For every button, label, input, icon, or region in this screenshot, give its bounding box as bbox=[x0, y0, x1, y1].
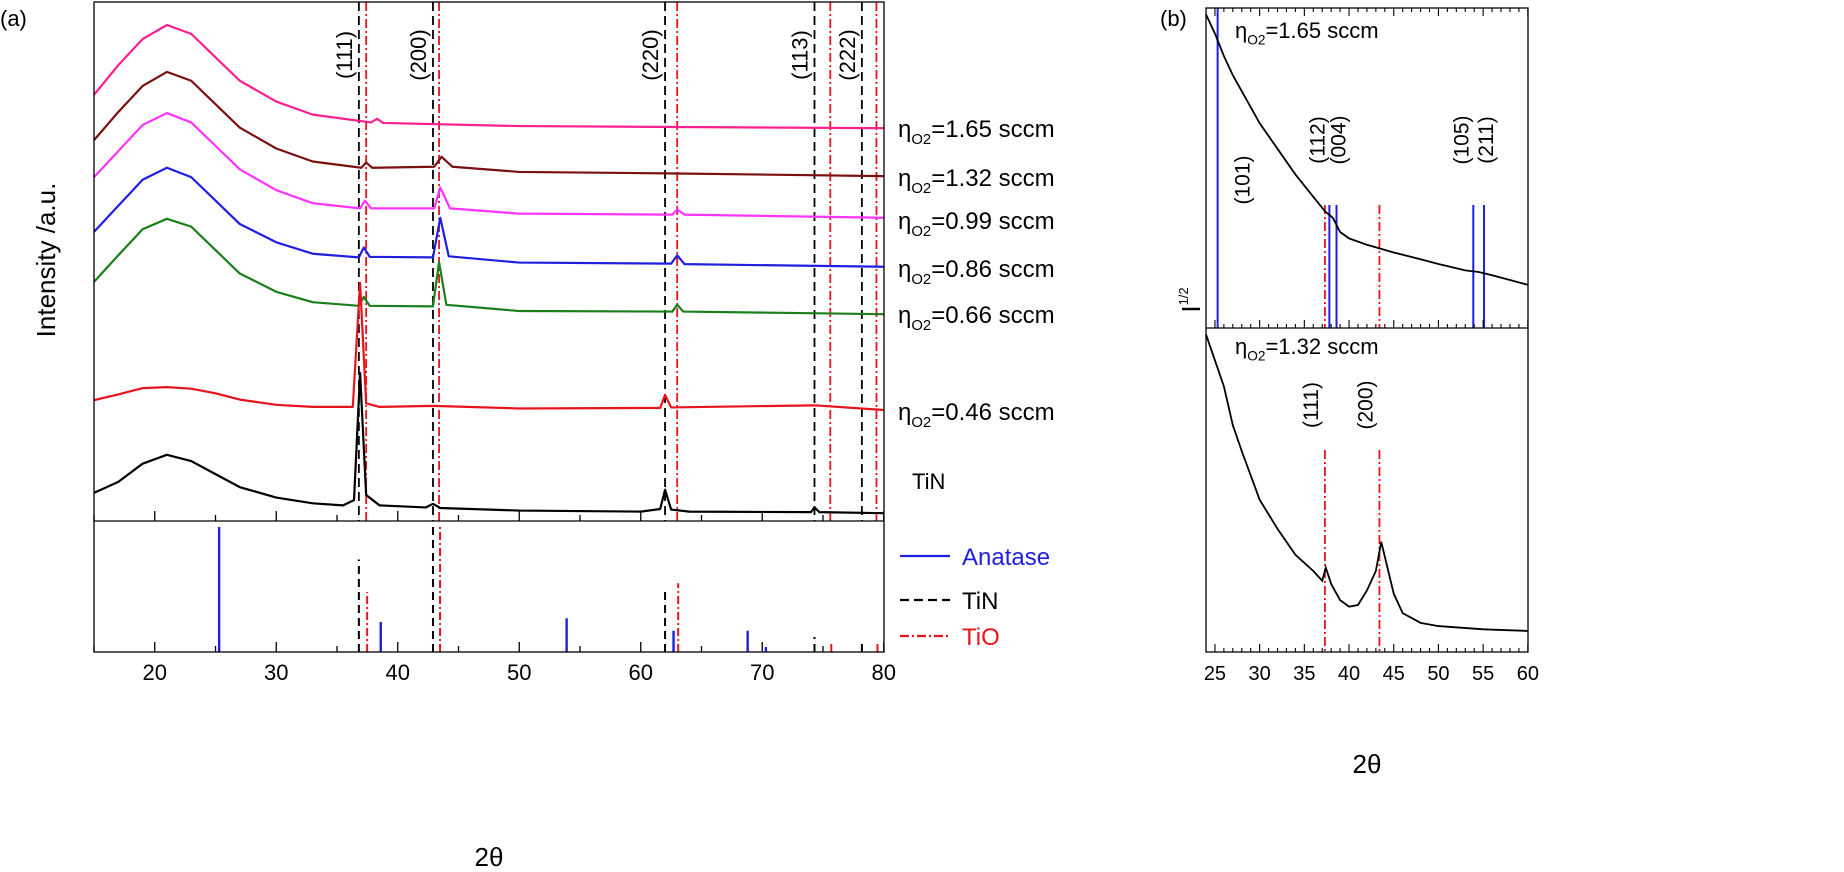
eta-symbol: η bbox=[898, 302, 911, 329]
subscript: O2 bbox=[911, 318, 931, 334]
series-label: ηO2=0.46 sccm bbox=[898, 399, 1055, 431]
panel-a-label: (a) bbox=[0, 6, 27, 31]
x-tick-label: 30 bbox=[264, 660, 288, 685]
panel-label: ηO2=1.32 sccm bbox=[1235, 334, 1379, 364]
eta-symbol: η bbox=[898, 116, 911, 143]
series-line bbox=[93, 111, 884, 219]
peak-label: (222) bbox=[835, 29, 860, 80]
x-axis-label: 2θ bbox=[1353, 749, 1382, 779]
eta-symbol: η bbox=[898, 256, 911, 283]
x-tick-label: 20 bbox=[143, 660, 167, 685]
x-tick-label: 25 bbox=[1204, 663, 1226, 685]
x-tick-label: 50 bbox=[1427, 663, 1449, 685]
x-axis-label: 2θ bbox=[475, 842, 504, 872]
legend-entry: TiO bbox=[962, 624, 1000, 651]
legend-entry: Anatase bbox=[962, 544, 1050, 571]
panel-a-frame bbox=[93, 1, 885, 653]
series-line bbox=[93, 166, 884, 268]
peak-label: (200) bbox=[1354, 380, 1377, 429]
x-tick-label: 35 bbox=[1293, 663, 1315, 685]
label-value: =0.99 sccm bbox=[931, 208, 1054, 235]
x-tick-label: 50 bbox=[507, 660, 531, 685]
label-value: =1.65 sccm bbox=[1265, 18, 1378, 43]
subscript: O2 bbox=[911, 415, 931, 431]
series-line bbox=[93, 23, 884, 130]
panel-b-frame bbox=[1205, 7, 1529, 653]
series-label: ηO2=0.99 sccm bbox=[898, 208, 1055, 240]
series-label: ηO2=0.66 sccm bbox=[898, 302, 1055, 334]
series-line bbox=[93, 281, 884, 412]
subscript: O2 bbox=[911, 181, 931, 197]
peak-label: (113) bbox=[787, 30, 812, 80]
eta-symbol: η bbox=[898, 208, 911, 235]
series-label: ηO2=1.65 sccm bbox=[898, 116, 1055, 148]
peak-label: (200) bbox=[406, 29, 431, 80]
x-tick-label: 40 bbox=[386, 660, 410, 685]
label-value: =0.86 sccm bbox=[931, 256, 1054, 283]
panel-b-label: (b) bbox=[1160, 6, 1187, 31]
peak-label: (111) bbox=[1300, 382, 1323, 428]
subscript: O2 bbox=[1247, 33, 1265, 48]
series-label: ηO2=0.86 sccm bbox=[898, 256, 1055, 288]
series-line bbox=[1205, 14, 1529, 286]
series-line bbox=[93, 371, 884, 515]
series-label: ηO2=1.32 sccm bbox=[898, 165, 1055, 197]
x-tick-label: 60 bbox=[629, 660, 653, 685]
subscript: O2 bbox=[911, 224, 931, 240]
y-axis-label: I1/2 bbox=[1176, 287, 1206, 312]
peak-label: (220) bbox=[638, 29, 663, 80]
series-line bbox=[93, 217, 884, 316]
eta-symbol: η bbox=[1235, 334, 1247, 359]
x-tick-label: 55 bbox=[1472, 663, 1494, 685]
series-label: TiN bbox=[912, 469, 945, 494]
eta-symbol: η bbox=[898, 399, 911, 426]
subscript: O2 bbox=[911, 132, 931, 148]
label-value: =1.32 sccm bbox=[1265, 334, 1378, 359]
subscript: O2 bbox=[911, 272, 931, 288]
panel-label: ηO2=1.65 sccm bbox=[1235, 18, 1379, 48]
x-tick-label: 80 bbox=[872, 660, 896, 685]
x-tick-label: 40 bbox=[1338, 663, 1360, 685]
peak-label: (112) bbox=[1306, 116, 1329, 163]
label-value: =0.66 sccm bbox=[931, 302, 1054, 329]
eta-symbol: η bbox=[898, 165, 911, 192]
series-line bbox=[1205, 334, 1528, 632]
peak-label: (211) bbox=[1475, 116, 1498, 163]
x-tick-label: 60 bbox=[1517, 663, 1539, 685]
x-tick-label: 30 bbox=[1249, 663, 1271, 685]
eta-symbol: η bbox=[1235, 18, 1247, 43]
peak-label: (111) bbox=[332, 31, 357, 79]
y-axis-label: Intensity /a.u. bbox=[31, 183, 61, 338]
label-value: =0.46 sccm bbox=[931, 399, 1054, 426]
series-line bbox=[93, 70, 884, 178]
label-value: =1.32 sccm bbox=[931, 165, 1054, 192]
legend-entry: TiN bbox=[962, 588, 998, 615]
peak-label: (101) bbox=[1232, 155, 1255, 204]
peak-label: (004) bbox=[1328, 115, 1351, 164]
x-tick-label: 45 bbox=[1383, 663, 1405, 685]
x-tick-label: 70 bbox=[750, 660, 774, 685]
label-value: =1.65 sccm bbox=[931, 116, 1054, 143]
subscript: O2 bbox=[1247, 349, 1265, 364]
peak-label: (105) bbox=[1450, 115, 1473, 164]
